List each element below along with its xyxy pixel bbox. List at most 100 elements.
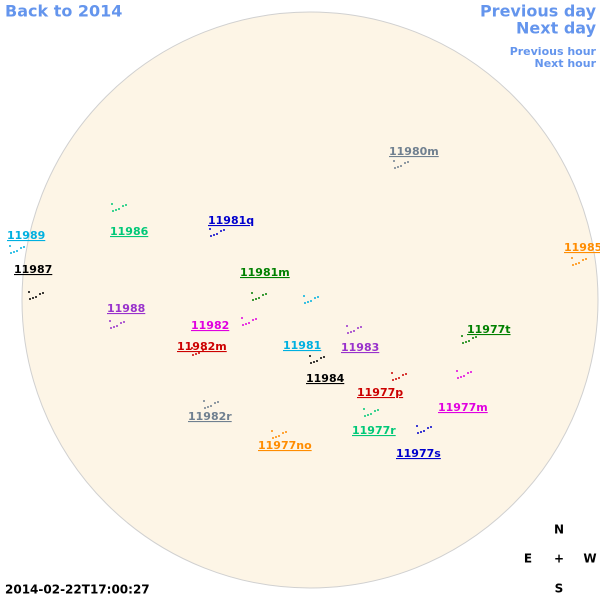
region-labels: 11980m 11986 11981q 11989 11985 11987 11981m 11… — [7, 145, 600, 460]
sunspot — [314, 297, 316, 299]
sunspot — [456, 370, 458, 372]
sunspot — [313, 361, 315, 363]
region-label[interactable]: 11982 — [191, 319, 229, 332]
sunspot — [118, 208, 120, 210]
sunspot — [309, 355, 311, 357]
sunspot — [125, 204, 127, 206]
sunspot — [575, 263, 577, 265]
sunspot — [29, 298, 31, 300]
sunspot — [205, 348, 207, 350]
sunspot — [115, 209, 117, 211]
region-label[interactable]: 11981m — [240, 266, 290, 279]
sunspot — [407, 161, 409, 163]
previous-hour-link[interactable]: Previous hour — [510, 45, 597, 58]
sunspot — [461, 335, 463, 337]
sunspot — [357, 327, 359, 329]
region-label[interactable]: 11986 — [110, 225, 149, 238]
sunspot — [316, 360, 318, 362]
sunspot — [220, 230, 222, 232]
sunspot — [123, 321, 125, 323]
region-label[interactable]: 11983 — [341, 341, 379, 354]
compass-center: + — [554, 552, 564, 566]
region-label[interactable]: 11981q — [208, 214, 254, 227]
sunspot — [210, 235, 212, 237]
region-label[interactable]: 11984 — [306, 372, 345, 385]
sunspot — [16, 250, 18, 252]
solar-disk — [21, 11, 599, 589]
sunspot — [255, 318, 257, 320]
sunspot — [112, 210, 114, 212]
sunspot — [420, 431, 422, 433]
sunspot — [217, 401, 219, 403]
sunspot — [23, 246, 25, 248]
region-label[interactable]: 11989 — [7, 229, 45, 242]
region-label[interactable]: 11977s — [396, 447, 441, 460]
sunspot — [116, 325, 118, 327]
sunspot — [391, 372, 393, 374]
region-label[interactable]: 11977no — [258, 439, 312, 452]
sunspot — [463, 375, 465, 377]
sunspot — [377, 409, 379, 411]
sunspot — [216, 233, 218, 235]
sunspot — [120, 322, 122, 324]
sunspot — [310, 362, 312, 364]
sunspot — [460, 376, 462, 378]
sunspot — [204, 407, 206, 409]
previous-day-link[interactable]: Previous day — [480, 2, 597, 21]
region-label[interactable]: 11985 — [564, 241, 600, 254]
sunspots — [9, 160, 587, 439]
sunspot — [468, 340, 470, 342]
sunspot — [9, 245, 11, 247]
sunspot — [417, 432, 419, 434]
sunspot — [111, 203, 113, 205]
sunspot — [405, 373, 407, 375]
sunspot — [214, 402, 216, 404]
sunspot — [195, 353, 197, 355]
compass-west: W — [583, 552, 596, 566]
sunspot — [398, 377, 400, 379]
sunspot — [304, 302, 306, 304]
sunspot — [404, 162, 406, 164]
sunspot — [392, 379, 394, 381]
sunspot — [39, 293, 41, 295]
sunspot — [10, 252, 12, 254]
next-day-link[interactable]: Next day — [516, 19, 597, 38]
sunspot — [374, 410, 376, 412]
region-label[interactable]: 11977p — [357, 386, 403, 399]
sunspot — [310, 300, 312, 302]
compass-north: N — [554, 523, 564, 537]
sunspot — [578, 262, 580, 264]
sunspot — [35, 296, 37, 298]
region-label[interactable]: 11987 — [14, 263, 52, 276]
sunspot — [191, 347, 193, 349]
sunspot — [258, 297, 260, 299]
sunspot — [367, 414, 369, 416]
region-label[interactable]: 11980m — [389, 145, 439, 158]
region-label[interactable]: 11988 — [107, 302, 145, 315]
region-label[interactable]: 11977m — [438, 401, 488, 414]
compass-south: S — [555, 582, 564, 596]
sunspot — [370, 413, 372, 415]
sunspot — [255, 298, 257, 300]
sunspot — [282, 432, 284, 434]
sunspot — [32, 297, 34, 299]
region-label[interactable]: 11981 — [283, 339, 321, 352]
sunspot — [245, 323, 247, 325]
sunspot — [364, 415, 366, 417]
timestamp: 2014-02-22T17:00:27 — [5, 583, 150, 597]
sunspot — [251, 292, 253, 294]
sunspot — [572, 264, 574, 266]
region-label[interactable]: 11977t — [467, 323, 511, 336]
region-label[interactable]: 11977r — [352, 424, 396, 437]
sunspot — [307, 301, 309, 303]
back-link[interactable]: Back to 2014 — [5, 2, 122, 21]
sunspot — [271, 430, 273, 432]
sunspot — [462, 342, 464, 344]
sunspot — [241, 317, 243, 319]
region-label[interactable]: 11982r — [188, 410, 232, 423]
region-label[interactable]: 11982m — [177, 340, 227, 353]
sunspot — [20, 247, 22, 249]
sunspot — [582, 259, 584, 261]
sunspot — [213, 234, 215, 236]
next-hour-link[interactable]: Next hour — [535, 57, 597, 70]
